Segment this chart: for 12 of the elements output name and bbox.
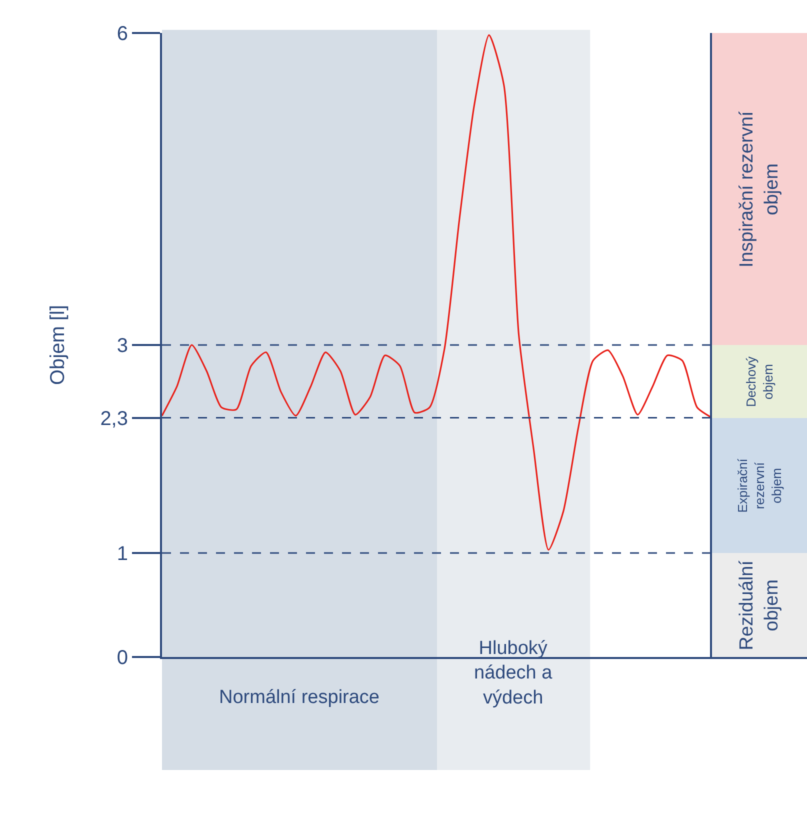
y-tick-label: 6 bbox=[116, 23, 128, 45]
y-axis-title: Objem [l] bbox=[47, 304, 70, 386]
y-tick-label: 1 bbox=[116, 543, 128, 565]
text: Normální respirace bbox=[219, 687, 380, 708]
y-tick-label: 3 bbox=[116, 335, 128, 357]
y-tick-label: 0 bbox=[116, 647, 128, 669]
series-label: Expirační rezervní objem bbox=[735, 458, 784, 513]
series-label: Reziduální objem bbox=[736, 560, 782, 650]
series-label: Inspirační rezervní objem bbox=[736, 110, 782, 268]
y-tick-label: 2,3 bbox=[100, 408, 128, 430]
annotation: Hluboký nádech a výdech bbox=[474, 638, 553, 708]
series-label: Dechový objem bbox=[744, 356, 776, 408]
